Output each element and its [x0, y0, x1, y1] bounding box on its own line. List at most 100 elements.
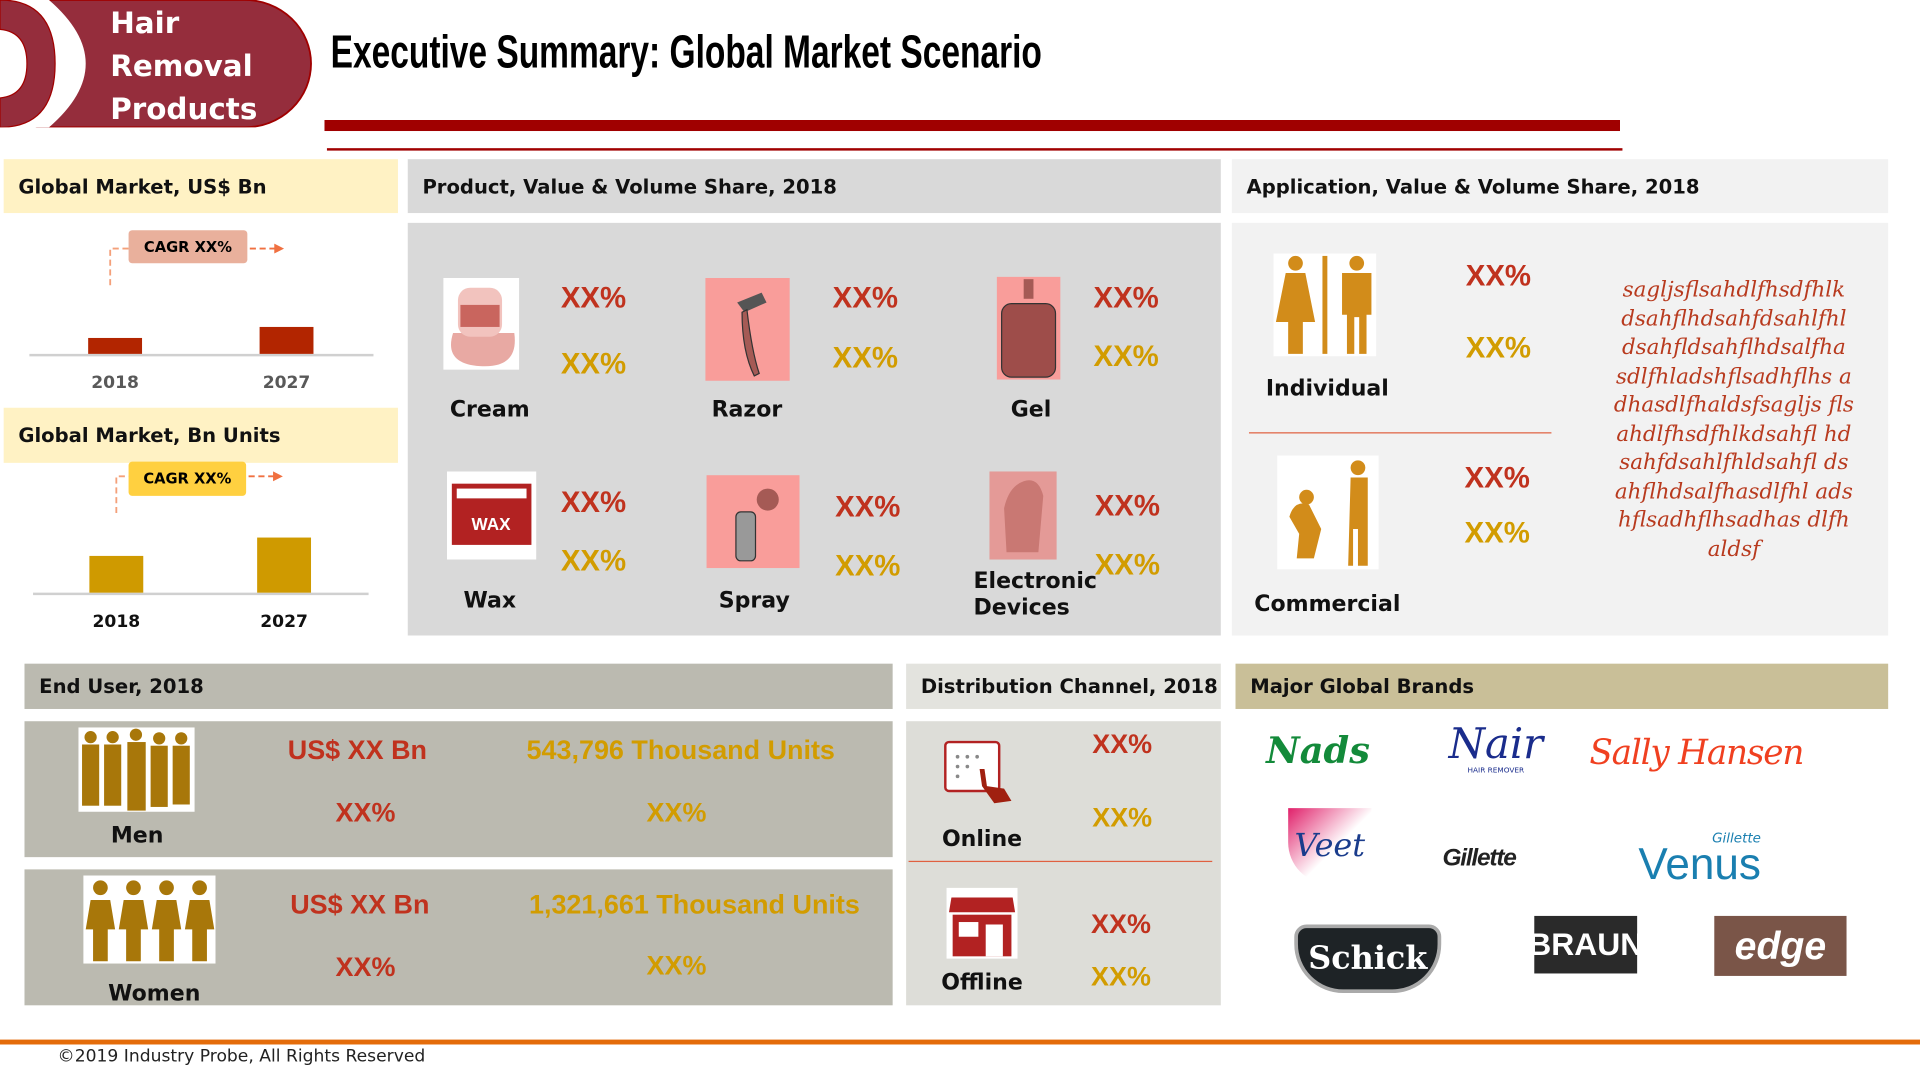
spray-volume-share: XX% — [835, 549, 901, 583]
arrow-right-icon — [273, 471, 283, 482]
brand-sally-hansen: Sally Hansen — [1589, 732, 1804, 773]
product-header: Product, Value & Volume Share, 2018 — [407, 159, 1221, 214]
brand-edge: edge — [1714, 915, 1847, 976]
distribution-title: Distribution Channel, 2018 — [920, 674, 1218, 698]
wax-value-share: XX% — [560, 486, 627, 520]
brand-braun-name: BRAUN — [1528, 925, 1644, 963]
x-tick-label: 2027 — [263, 373, 311, 393]
brand-veet: Veet — [1288, 808, 1372, 885]
global-volume-chart: 2018 2027 — [33, 471, 369, 632]
offline-label: Offline — [941, 969, 1023, 996]
razor-icon — [705, 277, 790, 381]
wax-label: Wax — [463, 587, 517, 614]
women-group-icon — [83, 875, 216, 964]
women-label: Women — [108, 980, 201, 1007]
cream-volume-share: XX% — [560, 347, 627, 381]
gel-pump-icon — [996, 276, 1061, 380]
brand-gillette: Gillette — [1442, 844, 1516, 872]
footer-rule — [0, 1039, 1920, 1045]
distribution-divider — [908, 860, 1213, 863]
cagr-connector — [109, 247, 130, 286]
salon-commercial-icon — [1277, 455, 1379, 570]
men-label: Men — [110, 822, 164, 849]
individual-restroom-icon — [1273, 253, 1377, 357]
brand-edge-name: edge — [1734, 923, 1827, 968]
page-title: Executive Summary: Global Market Scenari… — [330, 26, 1042, 79]
brand-nads: Nads — [1266, 729, 1370, 773]
brand-braun: BRAUN — [1528, 915, 1643, 974]
individual-label: Individual — [1265, 375, 1389, 402]
women-value-share: XX% — [335, 951, 396, 983]
global-volume-title: Global Market, Bn Units — [18, 423, 281, 447]
spray-can-icon — [706, 475, 800, 569]
copyright: ©2019 Industry Probe, All Rights Reserve… — [57, 1046, 426, 1067]
electronic-devices-volume-share: XX% — [1094, 548, 1161, 582]
brand-veet-name: Veet — [1294, 827, 1366, 865]
razor-label: Razor — [711, 396, 783, 423]
women-value: US$ XX Bn — [290, 888, 430, 920]
global-value-chart: 2018 2027 — [29, 243, 374, 393]
cagr-badge-volume: CAGR XX% — [128, 461, 247, 496]
spray-value-share: XX% — [835, 491, 901, 525]
x-tick-label: 2027 — [260, 612, 308, 632]
product-panel — [407, 222, 1221, 636]
wax-volume-share: XX% — [560, 544, 627, 578]
logo-line-3: Products — [110, 91, 258, 127]
women-volume: 1,321,661 Thousand Units — [528, 888, 860, 920]
gel-label: Gel — [1010, 396, 1052, 423]
individual-volume-share: XX% — [1465, 331, 1532, 365]
gel-value-share: XX% — [1093, 281, 1159, 315]
online-touch-icon — [944, 740, 1012, 804]
logo-shape — [0, 0, 312, 128]
brand-nair: Nair HAIR REMOVER — [1449, 722, 1543, 775]
distribution-header: Distribution Channel, 2018 — [906, 663, 1221, 709]
end-user-header: End User, 2018 — [24, 663, 893, 709]
wax-icon: WAX — [446, 471, 537, 560]
title-underline-thin — [326, 148, 1623, 151]
brand-venus-sub: Gillette — [1712, 830, 1761, 847]
cream-value-share: XX% — [560, 281, 627, 315]
logo-badge: Hair Removal Products — [0, 0, 312, 128]
online-volume-share: XX% — [1092, 802, 1153, 833]
razor-volume-share: XX% — [832, 341, 898, 375]
women-volume-share: XX% — [646, 950, 707, 981]
brand-venus-name: Venus — [1638, 838, 1761, 889]
men-value-share: XX% — [335, 797, 396, 828]
brands-title: Major Global Brands — [1250, 674, 1475, 698]
gel-volume-share: XX% — [1093, 340, 1159, 374]
logo-line-2: Removal — [110, 48, 253, 84]
global-volume-header: Global Market, Bn Units — [3, 407, 398, 463]
application-note: sagljsflsahdlfhsdfhlk dsahflhdsahfdsahlf… — [1613, 277, 1854, 562]
men-volume-share: XX% — [646, 797, 707, 828]
offline-value-share: XX% — [1091, 908, 1151, 940]
cream-jar-icon — [443, 277, 520, 370]
arrow-right-icon — [274, 243, 285, 254]
commercial-value-share: XX% — [1464, 461, 1530, 495]
title-underline-thick — [324, 120, 1621, 132]
product-title: Product, Value & Volume Share, 2018 — [422, 174, 837, 198]
men-value: US$ XX Bn — [287, 734, 427, 766]
trimmer-icon — [989, 471, 1057, 560]
commercial-volume-share: XX% — [1464, 516, 1530, 550]
x-tick-label: 2018 — [91, 373, 139, 393]
application-title: Application, Value & Volume Share, 2018 — [1246, 174, 1700, 198]
razor-value-share: XX% — [832, 281, 898, 315]
global-value-header: Global Market, US$ Bn — [3, 159, 398, 214]
commercial-label: Commercial — [1254, 591, 1401, 618]
brand-schick: Schick — [1294, 924, 1442, 994]
online-label: Online — [941, 826, 1023, 853]
application-header: Application, Value & Volume Share, 2018 — [1231, 159, 1889, 214]
individual-value-share: XX% — [1465, 259, 1532, 293]
offline-volume-share: XX% — [1091, 961, 1151, 992]
brand-nair-name: Nair — [1448, 720, 1544, 769]
bar-2027 — [257, 537, 312, 593]
bar-2027 — [259, 326, 314, 354]
logo-line-1: Hair — [110, 6, 180, 41]
offline-store-icon — [946, 887, 1018, 959]
brand-venus: Gillette Venus — [1638, 830, 1761, 889]
brand-nair-sub: HAIR REMOVER — [1467, 766, 1525, 776]
x-tick-label: 2018 — [92, 612, 140, 632]
brand-schick-name: Schick — [1308, 940, 1428, 978]
men-group-icon — [78, 727, 195, 812]
